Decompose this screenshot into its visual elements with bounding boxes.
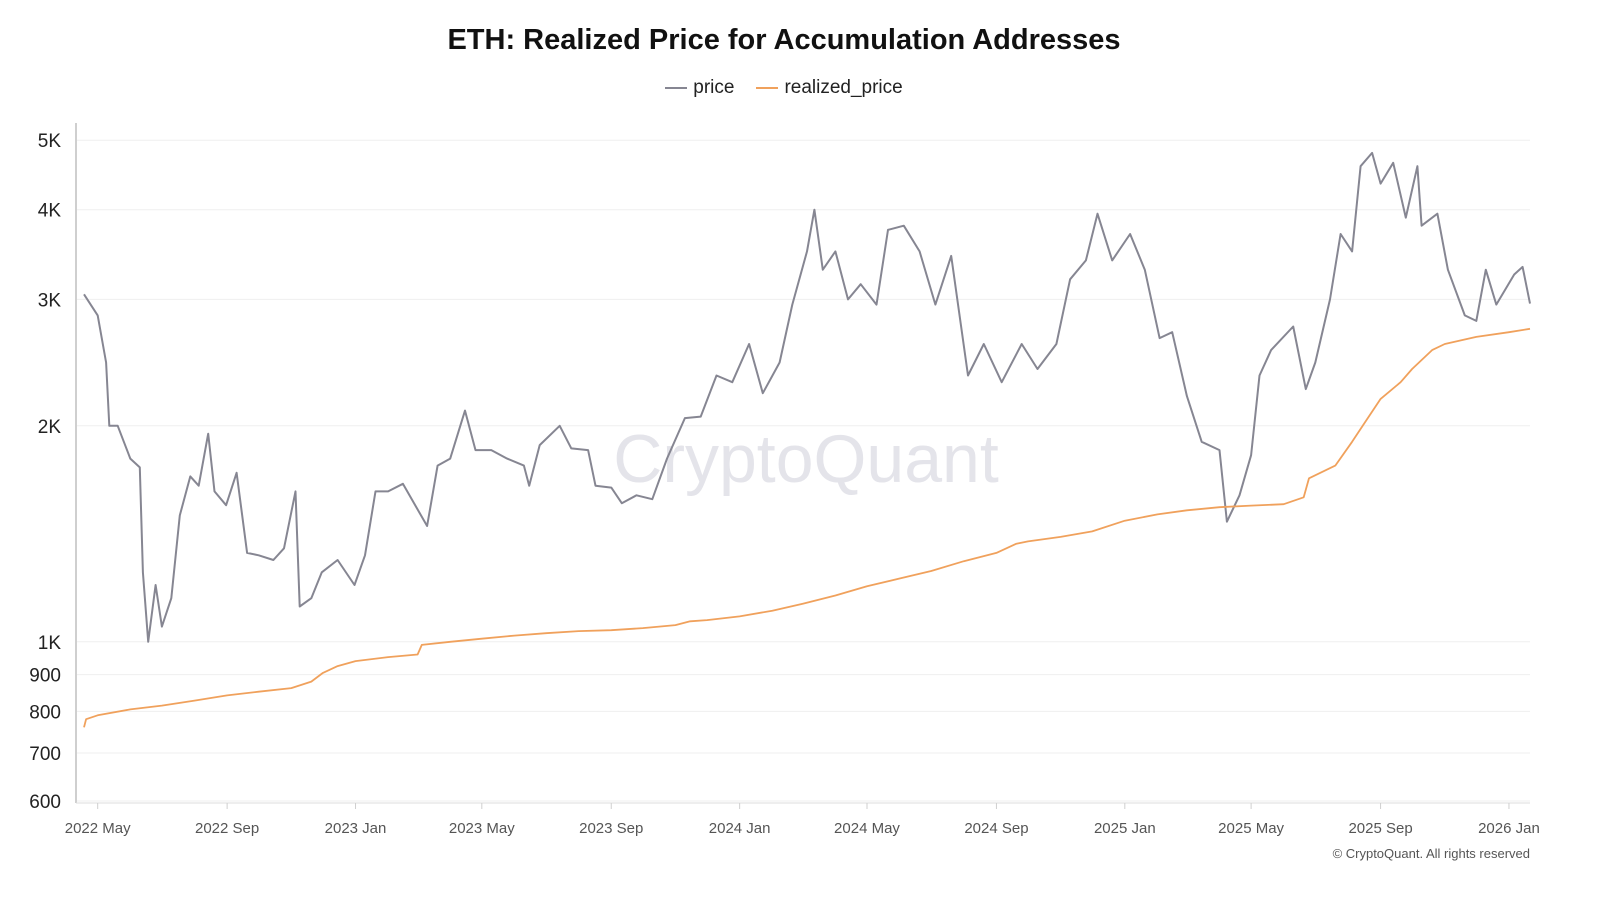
- copyright-footer: © CryptoQuant. All rights reserved: [1332, 846, 1530, 861]
- watermark: CryptoQuant: [613, 421, 999, 497]
- x-tick-label: 2024 May: [834, 820, 900, 837]
- x-tick-label: 2025 Jan: [1094, 820, 1156, 837]
- legend: price realized_price: [0, 77, 1568, 99]
- y-tick-label: 4K: [38, 201, 62, 222]
- x-tick-label: 2023 May: [449, 820, 515, 837]
- x-tick-label: 2025 Sep: [1348, 820, 1412, 837]
- y-tick-label: 600: [29, 792, 61, 813]
- legend-item-price[interactable]: price: [665, 77, 734, 99]
- y-tick-label: 800: [29, 702, 61, 723]
- x-tick-label: 2025 May: [1218, 820, 1284, 837]
- series-line-realized-price: [83, 327, 1531, 728]
- chart-title: ETH: Realized Price for Accumulation Add…: [447, 24, 1121, 56]
- legend-swatch-realized-price: [756, 87, 779, 89]
- x-tick-label: 2023 Sep: [579, 820, 643, 837]
- x-tick-label: 2022 Sep: [195, 820, 259, 837]
- y-tick-label: 2K: [38, 417, 62, 438]
- y-tick-label: 700: [29, 744, 61, 765]
- y-tick-label: 5K: [38, 131, 62, 152]
- legend-label-realized-price: realized_price: [784, 77, 903, 98]
- legend-label-price: price: [693, 77, 735, 98]
- x-tick-label: 2023 Jan: [325, 820, 387, 837]
- x-tick-label: 2024 Sep: [964, 820, 1028, 837]
- x-tick-label: 2024 Jan: [709, 820, 771, 837]
- y-tick-label: 3K: [38, 290, 62, 311]
- y-tick-label: 900: [29, 666, 61, 687]
- legend-item-realized-price[interactable]: realized_price: [756, 77, 903, 99]
- x-tick-label: 2026 Jan: [1478, 820, 1540, 837]
- legend-swatch-price: [665, 87, 688, 89]
- series-line-price: [83, 151, 1531, 643]
- y-tick-label: 1K: [38, 633, 62, 654]
- x-tick-label: 2022 May: [65, 820, 131, 837]
